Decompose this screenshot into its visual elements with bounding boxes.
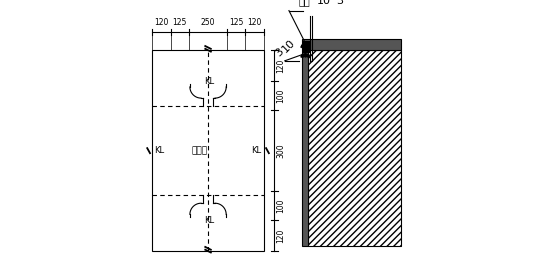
Bar (301, 41, 310, 53)
Text: 100: 100 (276, 89, 285, 103)
Text: KL: KL (155, 146, 164, 155)
Text: KL: KL (251, 146, 262, 155)
Text: 10: 10 (280, 37, 298, 54)
Bar (309, 50, 400, 246)
Text: 3: 3 (273, 46, 285, 59)
Bar (301, 50, 309, 246)
Text: 125: 125 (173, 18, 187, 27)
Text: 250: 250 (201, 18, 215, 27)
Text: 电焊: 电焊 (299, 0, 310, 6)
Text: 柱顶面: 柱顶面 (191, 146, 208, 155)
Text: 300: 300 (276, 143, 285, 158)
Text: 120: 120 (154, 18, 169, 27)
Bar (301, 39, 400, 50)
Text: 100: 100 (276, 198, 285, 213)
Text: 125: 125 (229, 18, 244, 27)
Text: 120: 120 (248, 18, 262, 27)
Text: KL: KL (205, 77, 214, 86)
Text: 10: 10 (316, 0, 331, 6)
Text: 120: 120 (276, 59, 285, 73)
Bar (152, 50, 264, 251)
Text: 3: 3 (336, 0, 343, 6)
Text: KL: KL (205, 216, 214, 225)
Text: 120: 120 (276, 228, 285, 243)
